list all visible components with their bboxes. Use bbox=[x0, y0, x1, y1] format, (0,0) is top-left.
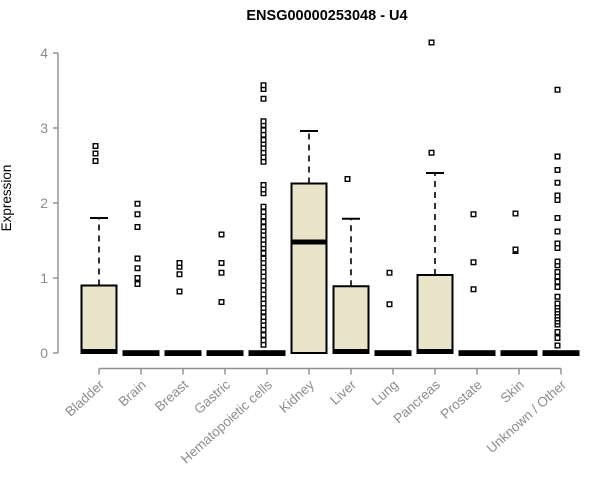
outlier-point-unknown-other bbox=[554, 240, 561, 247]
x-tick-label-prostate: Prostate bbox=[438, 377, 485, 422]
outlier-point-hematopoietic-cells bbox=[260, 250, 267, 257]
x-tick-label-kidney: Kidney bbox=[276, 377, 317, 416]
zero-bar-lung bbox=[374, 350, 412, 356]
outlier-point-unknown-other bbox=[554, 258, 561, 265]
outlier-point-brain bbox=[134, 211, 141, 218]
zero-bar-hematopoietic-cells bbox=[248, 350, 286, 356]
outlier-point-brain bbox=[134, 275, 141, 282]
outlier-point-unknown-other bbox=[554, 192, 561, 199]
y-tick-label: 3 bbox=[40, 120, 48, 136]
zero-bar-gastric bbox=[206, 350, 244, 356]
outlier-point-hematopoietic-cells bbox=[260, 332, 267, 339]
outlier-point-gastric bbox=[218, 231, 225, 238]
outlier-point-brain bbox=[134, 223, 141, 230]
outlier-point-brain bbox=[134, 255, 141, 262]
outlier-point-hematopoietic-cells bbox=[260, 223, 267, 230]
outlier-point-unknown-other bbox=[554, 214, 561, 221]
outlier-point-hematopoietic-cells bbox=[260, 314, 267, 321]
outlier-point-gastric bbox=[218, 269, 225, 276]
outlier-point-unknown-other bbox=[554, 179, 561, 186]
outlier-point-hematopoietic-cells bbox=[260, 208, 267, 215]
x-tick-label-lung: Lung bbox=[369, 377, 401, 408]
x-tick-label-breast: Breast bbox=[152, 377, 191, 414]
outlier-point-bladder bbox=[92, 142, 99, 149]
outlier-point-gastric bbox=[218, 260, 225, 267]
outlier-point-unknown-other bbox=[554, 153, 561, 160]
outlier-point-prostate bbox=[470, 286, 477, 293]
outlier-point-unknown-other bbox=[554, 284, 561, 291]
zero-bar-breast bbox=[164, 350, 202, 356]
y-tick-label: 2 bbox=[40, 195, 48, 211]
zero-bar-unknown-other bbox=[542, 350, 580, 356]
outlier-point-breast bbox=[176, 288, 183, 295]
outlier-point-brain bbox=[134, 281, 141, 288]
outlier-point-skin bbox=[512, 210, 519, 217]
outlier-point-unknown-other bbox=[554, 228, 561, 235]
x-tick-label-bladder: Bladder bbox=[62, 377, 107, 420]
outlier-point-pancreas bbox=[428, 149, 435, 156]
outlier-point-unknown-other bbox=[554, 269, 561, 276]
outlier-point-skin bbox=[512, 246, 519, 253]
outlier-point-bladder bbox=[92, 157, 99, 164]
outlier-point-lung bbox=[386, 301, 393, 308]
outlier-point-liver bbox=[344, 175, 351, 182]
outlier-point-breast bbox=[176, 271, 183, 278]
outlier-point-hematopoietic-cells bbox=[260, 82, 267, 89]
chart-title: ENSG00000253048 - U4 bbox=[246, 8, 407, 24]
outlier-point-hematopoietic-cells bbox=[260, 218, 267, 225]
zero-bar-skin bbox=[500, 350, 538, 356]
y-tick-label: 1 bbox=[40, 270, 48, 286]
outlier-point-hematopoietic-cells bbox=[260, 127, 267, 134]
y-axis-label: Expression bbox=[0, 165, 14, 232]
outlier-point-unknown-other bbox=[554, 278, 561, 285]
box-pancreas bbox=[416, 274, 454, 354]
outlier-point-unknown-other bbox=[554, 342, 561, 349]
outlier-point-hematopoietic-cells bbox=[260, 255, 267, 262]
x-tick-label-pancreas: Pancreas bbox=[391, 377, 444, 426]
box-liver bbox=[332, 285, 370, 354]
zero-bar-brain bbox=[122, 350, 160, 356]
outlier-point-unknown-other bbox=[554, 335, 561, 342]
y-tick-label: 0 bbox=[40, 345, 48, 361]
outlier-point-gastric bbox=[218, 299, 225, 306]
x-tick-label-liver: Liver bbox=[327, 377, 359, 408]
outlier-point-hematopoietic-cells bbox=[260, 95, 267, 102]
outlier-point-pancreas bbox=[428, 39, 435, 46]
outlier-point-hematopoietic-cells bbox=[260, 337, 267, 344]
outlier-point-hematopoietic-cells bbox=[260, 181, 267, 188]
y-tick-label: 4 bbox=[40, 45, 48, 61]
x-tick-label-skin: Skin bbox=[497, 377, 527, 406]
outlier-point-prostate bbox=[470, 259, 477, 266]
box-kidney bbox=[290, 182, 328, 354]
outlier-point-hematopoietic-cells bbox=[260, 203, 267, 210]
outlier-point-unknown-other bbox=[554, 166, 561, 173]
outlier-point-unknown-other bbox=[554, 86, 561, 93]
outlier-point-unknown-other bbox=[554, 293, 561, 300]
outlier-point-prostate bbox=[470, 211, 477, 218]
outlier-point-brain bbox=[134, 200, 141, 207]
outlier-point-unknown-other bbox=[554, 300, 561, 307]
zero-bar-prostate bbox=[458, 350, 496, 356]
outlier-point-breast bbox=[176, 260, 183, 267]
outlier-point-brain bbox=[134, 265, 141, 272]
outlier-point-bladder bbox=[92, 150, 99, 157]
outlier-point-hematopoietic-cells bbox=[260, 118, 267, 125]
x-tick-label-brain: Brain bbox=[116, 377, 149, 409]
outlier-point-lung bbox=[386, 269, 393, 276]
outlier-point-unknown-other bbox=[554, 329, 561, 336]
outlier-point-hematopoietic-cells bbox=[260, 136, 267, 143]
box-bladder bbox=[80, 284, 118, 354]
